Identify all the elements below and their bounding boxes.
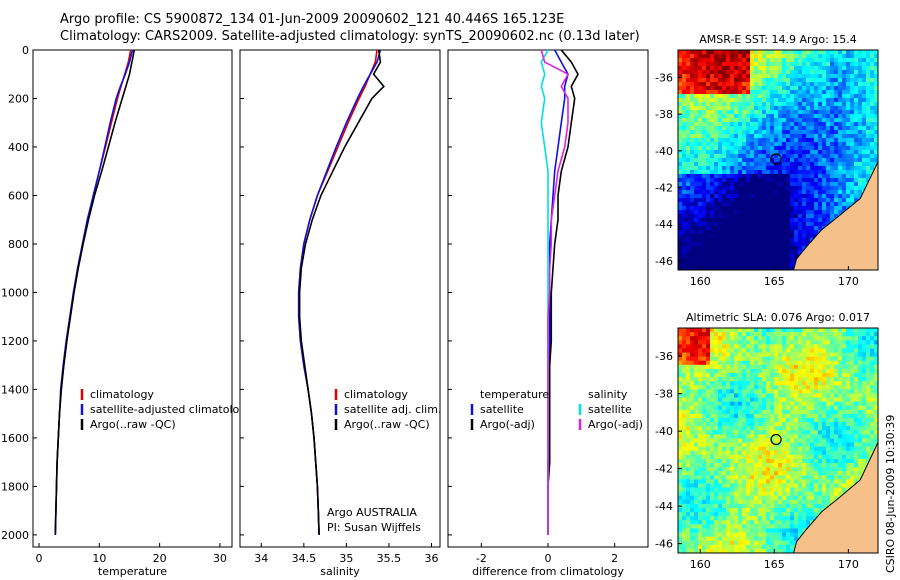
salinity-panel: 34 34.5 35 35.5 36 salinity climatology satelli…: [239, 49, 441, 578]
sst-map-frame: [677, 49, 879, 271]
sla-map-frame: [677, 327, 879, 554]
y-tick-label: 1200: [1, 335, 29, 348]
y-tick-label: -36: [655, 350, 673, 363]
temperature-panel: 0 10 20 30 0 200 400 600 800 1000 1200 1400 1600 1800…: [1, 44, 253, 578]
y-tick-label: -46: [655, 255, 673, 268]
x-tick-label: 20: [153, 552, 167, 565]
legend-label: Argo(-adj): [480, 418, 535, 431]
temperature-xlabel: temperature: [98, 565, 167, 578]
y-tick-label: 1800: [1, 480, 29, 493]
x-tick-label: 2: [611, 552, 618, 565]
x-tick-label: 160: [690, 275, 711, 288]
argo-location-marker: [770, 433, 782, 446]
x-tick-label: 10: [92, 552, 106, 565]
sst-map-field: [678, 50, 878, 270]
y-tick-label: -44: [655, 500, 673, 513]
sst-map-panel: AMSR-E SST: 14.9 Argo: 15.4 160 165 170 -36 -…: [655, 33, 879, 288]
legend-label: Argo(..raw -QC): [90, 418, 176, 431]
series-line: [540, 49, 570, 535]
sla-map-panel: Altimetric SLA: 0.076 Argo: 0.017 160 165 1…: [655, 311, 879, 571]
y-tick-label: 200: [8, 92, 29, 105]
y-tick-label: 400: [8, 141, 29, 154]
y-tick-label: -40: [655, 425, 673, 438]
y-tick-label: 800: [8, 238, 29, 251]
x-tick-label: 0: [36, 552, 43, 565]
annotation-text: PI: Susan Wijffels: [327, 521, 421, 534]
x-tick-label: 35.5: [377, 552, 402, 565]
x-tick-label: 0: [545, 552, 552, 565]
series-line: [547, 49, 579, 535]
y-tick-label: -42: [655, 182, 673, 195]
legend-label: climatology: [90, 388, 154, 401]
legend-label: Argo(..raw -QC): [344, 418, 430, 431]
x-tick-label: 165: [764, 275, 785, 288]
land-mass: [793, 442, 878, 553]
legend-label: climatology: [344, 388, 408, 401]
y-tick-label: 600: [8, 189, 29, 202]
y-tick-label: -46: [655, 538, 673, 551]
y-tick-label: -38: [655, 388, 673, 401]
legend-label: satellite: [588, 403, 632, 416]
series-line: [298, 49, 385, 535]
y-tick-label: -38: [655, 108, 673, 121]
argo-location-marker: [770, 153, 782, 165]
y-tick-label: -36: [655, 72, 673, 85]
x-tick-label: 30: [213, 552, 227, 565]
y-tick-label: 1400: [1, 383, 29, 396]
x-tick-label: 160: [690, 558, 711, 571]
y-tick-label: 2000: [1, 529, 29, 542]
annotation-text: Argo AUSTRALIA: [327, 506, 417, 519]
x-tick-label: 165: [764, 558, 785, 571]
y-tick-label: 1000: [1, 286, 29, 299]
y-tick-label: -40: [655, 145, 673, 158]
difference-xlabel: difference from climatology: [472, 565, 624, 578]
title-line-2: Climatology: CARS2009. Satellite-adjuste…: [60, 29, 640, 44]
temperature-axes-frame: [32, 49, 233, 548]
salinity-xlabel: salinity: [320, 565, 360, 578]
side-timestamp: CSIRO 08-Jun-2009 10:30:39: [884, 415, 897, 573]
sst-map-title: AMSR-E SST: 14.9 Argo: 15.4: [699, 33, 857, 46]
land-mass: [793, 161, 878, 270]
salinity-axes-frame: [239, 49, 441, 548]
y-tick-label: -44: [655, 218, 673, 231]
sla-map-title: Altimetric SLA: 0.076 Argo: 0.017: [686, 311, 870, 324]
y-tick-label: -42: [655, 463, 673, 476]
x-tick-label: 36: [424, 552, 438, 565]
x-tick-label: 34.5: [292, 552, 317, 565]
legend-label: temperature: [480, 388, 549, 401]
x-tick-label: 35: [339, 552, 353, 565]
y-tick-label: 1600: [1, 432, 29, 445]
legend-label: satellite: [480, 403, 524, 416]
x-tick-label: 170: [838, 275, 859, 288]
x-tick-label: 34: [254, 552, 268, 565]
series-line: [54, 49, 136, 535]
legend-label: satellite-adjusted climatology: [90, 403, 253, 416]
x-tick-label: 170: [838, 558, 859, 571]
title-line-1: Argo profile: CS 5900872_134 01-Jun-2009…: [60, 12, 565, 27]
legend-label: Argo(-adj): [588, 418, 643, 431]
legend-label: satellite adj. clim.: [344, 403, 441, 416]
y-tick-label: 0: [22, 44, 29, 57]
x-tick-label: -2: [476, 552, 487, 565]
legend-label: salinity: [588, 388, 628, 401]
